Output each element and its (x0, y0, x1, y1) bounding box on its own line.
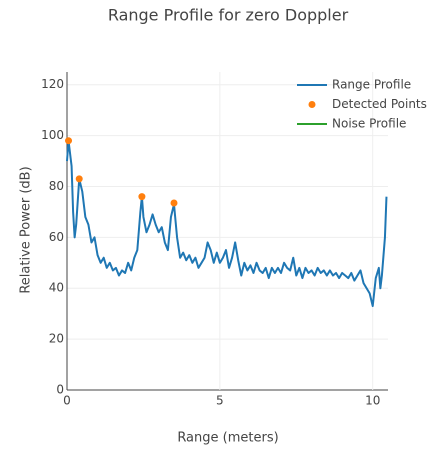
legend-label: Range Profile (332, 78, 411, 92)
x-tick-label: 5 (216, 394, 224, 408)
data-point (170, 199, 178, 207)
y-tick-label: 20 (49, 332, 64, 346)
y-tick-label: 100 (41, 128, 64, 142)
legend-symbol (308, 101, 316, 108)
y-tick-label: 60 (49, 230, 64, 244)
x-tick-label: 10 (365, 394, 380, 408)
chart-title: Range Profile for zero Doppler (108, 6, 349, 25)
x-tick-label: 0 (63, 394, 71, 408)
y-tick-label: 80 (49, 179, 64, 193)
y-tick-label: 40 (49, 281, 64, 295)
data-line (66, 139, 388, 308)
legend-label: Noise Profile (332, 117, 406, 131)
y-tick-label: 0 (56, 383, 64, 397)
data-point (138, 193, 146, 201)
x-axis-title: Range (meters) (177, 431, 278, 446)
y-axis-title: Relative Power (dB) (19, 166, 34, 293)
data-point (75, 175, 83, 183)
legend-label: Detected Points (332, 97, 427, 111)
y-tick-label: 120 (41, 77, 64, 91)
data-point (65, 137, 73, 145)
